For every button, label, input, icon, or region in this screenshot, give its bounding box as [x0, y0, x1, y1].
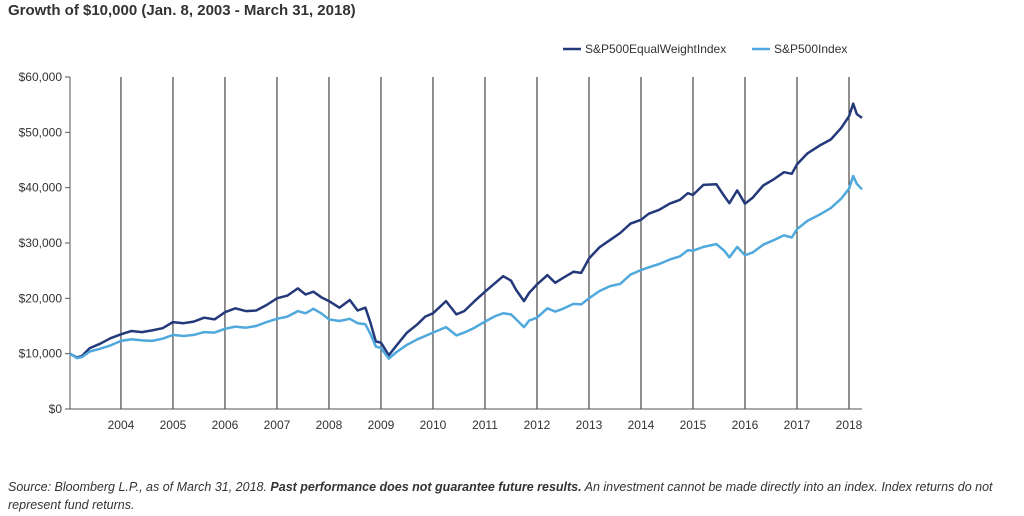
y-tick-label: $20,000: [19, 291, 63, 305]
y-tick-label: $50,000: [19, 125, 63, 139]
series-line-2: [69, 174, 863, 360]
x-tick-label: 2009: [368, 418, 395, 432]
x-tick-label: 2011: [472, 418, 498, 432]
x-tick-label: 2005: [160, 418, 187, 432]
x-tick-label: 2016: [732, 418, 759, 432]
x-tick-label: 2017: [784, 418, 811, 432]
x-tick-label: 2012: [524, 418, 551, 432]
x-tick-label: 2013: [576, 418, 603, 432]
legend: S&P500EqualWeightIndex S&P500Index: [563, 42, 847, 56]
footnote-note: An investment cannot be made directly in…: [8, 480, 993, 512]
y-tick-label: $0: [49, 402, 63, 416]
x-tick-label: 2008: [316, 418, 343, 432]
x-tick-label: 2010: [420, 418, 447, 432]
line-chart: 2004 2005 2006 2007 2008 2009 2010 2011 2012 2013…: [19, 42, 863, 432]
y-tick-label: $40,000: [19, 181, 63, 195]
x-tick-label: 2018: [836, 418, 863, 432]
x-tick-label: 2004: [108, 418, 135, 432]
series-lines: [69, 102, 863, 360]
gridlines: [120, 77, 850, 409]
y-tick-label: $30,000: [19, 236, 63, 250]
legend-label-1: S&P500EqualWeightIndex: [585, 42, 726, 56]
x-tick-label: 2007: [264, 418, 291, 432]
y-tick-label: $10,000: [19, 347, 63, 361]
axes: 2004 2005 2006 2007 2008 2009 2010 2011 2012 2013…: [19, 70, 863, 432]
y-tick-label: $60,000: [19, 70, 63, 84]
legend-label-2: S&P500Index: [774, 42, 847, 56]
footnote-disclaimer: Past performance does not guarantee futu…: [270, 480, 582, 494]
x-tick-label: 2014: [628, 418, 655, 432]
series-line-1: [69, 102, 863, 359]
source-footnote: Source: Bloomberg L.P., as of March 31, …: [8, 478, 1018, 514]
x-tick-label: 2015: [680, 418, 707, 432]
chart-title: Growth of $10,000 (Jan. 8, 2003 - March …: [8, 2, 356, 19]
x-tick-label: 2006: [212, 418, 239, 432]
footnote-source: Source: Bloomberg L.P., as of March 31, …: [8, 480, 271, 494]
